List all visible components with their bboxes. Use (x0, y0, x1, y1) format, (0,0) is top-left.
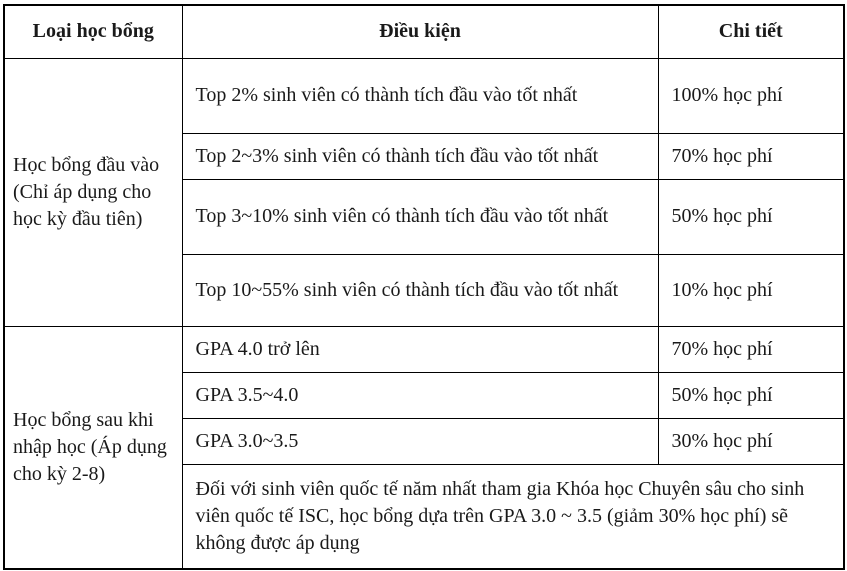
detail-cell: 30% học phí (657, 417, 845, 465)
note-cell: Đối với sinh viên quốc tế năm nhất tham … (181, 463, 845, 570)
table-row: Top 2~3% sinh viên có thành tích đầu vào… (4, 132, 845, 180)
condition-cell: GPA 3.5~4.0 (181, 371, 659, 419)
scholarship-type-cell-entry: Học bổng đầu vào (Chỉ áp dụng cho học kỳ… (3, 57, 183, 327)
condition-cell: Top 2~3% sinh viên có thành tích đầu vào… (181, 132, 659, 180)
condition-cell: Top 10~55% sinh viên có thành tích đầu v… (181, 253, 659, 327)
detail-cell: 10% học phí (657, 253, 845, 327)
condition-cell: Top 2% sinh viên có thành tích đầu vào t… (181, 57, 659, 134)
table-row: GPA 3.5~4.0 50% học phí (4, 371, 845, 419)
condition-cell: GPA 4.0 trở lên (181, 325, 659, 373)
table-row: Top 10~55% sinh viên có thành tích đầu v… (4, 253, 845, 327)
scholarship-type-cell-post-admission: Học bổng sau khi nhập học (Áp dụng cho k… (3, 325, 183, 570)
table-row: GPA 3.0~3.5 30% học phí (4, 417, 845, 465)
scholarship-table: Loại học bổng Điều kiện Chi tiết Học bổn… (3, 4, 845, 570)
col-header-scholarship-type: Loại học bổng (3, 4, 183, 59)
table-row: Top 3~10% sinh viên có thành tích đầu và… (4, 178, 845, 255)
col-header-condition: Điều kiện (181, 4, 659, 59)
col-header-detail: Chi tiết (657, 4, 845, 59)
header-row: Loại học bổng Điều kiện Chi tiết (3, 4, 845, 59)
table-row: Học bổng sau khi nhập học (Áp dụng cho k… (3, 325, 845, 570)
detail-cell: 70% học phí (657, 325, 845, 373)
condition-cell: Top 3~10% sinh viên có thành tích đầu và… (181, 178, 659, 255)
detail-cell: 70% học phí (657, 132, 845, 180)
detail-cell: 100% học phí (657, 57, 845, 134)
condition-cell: GPA 3.0~3.5 (181, 417, 659, 465)
detail-cell: 50% học phí (657, 178, 845, 255)
table-row: Học bổng đầu vào (Chỉ áp dụng cho học kỳ… (3, 57, 845, 327)
table-row: Đối với sinh viên quốc tế năm nhất tham … (4, 463, 845, 570)
detail-cell: 50% học phí (657, 371, 845, 419)
